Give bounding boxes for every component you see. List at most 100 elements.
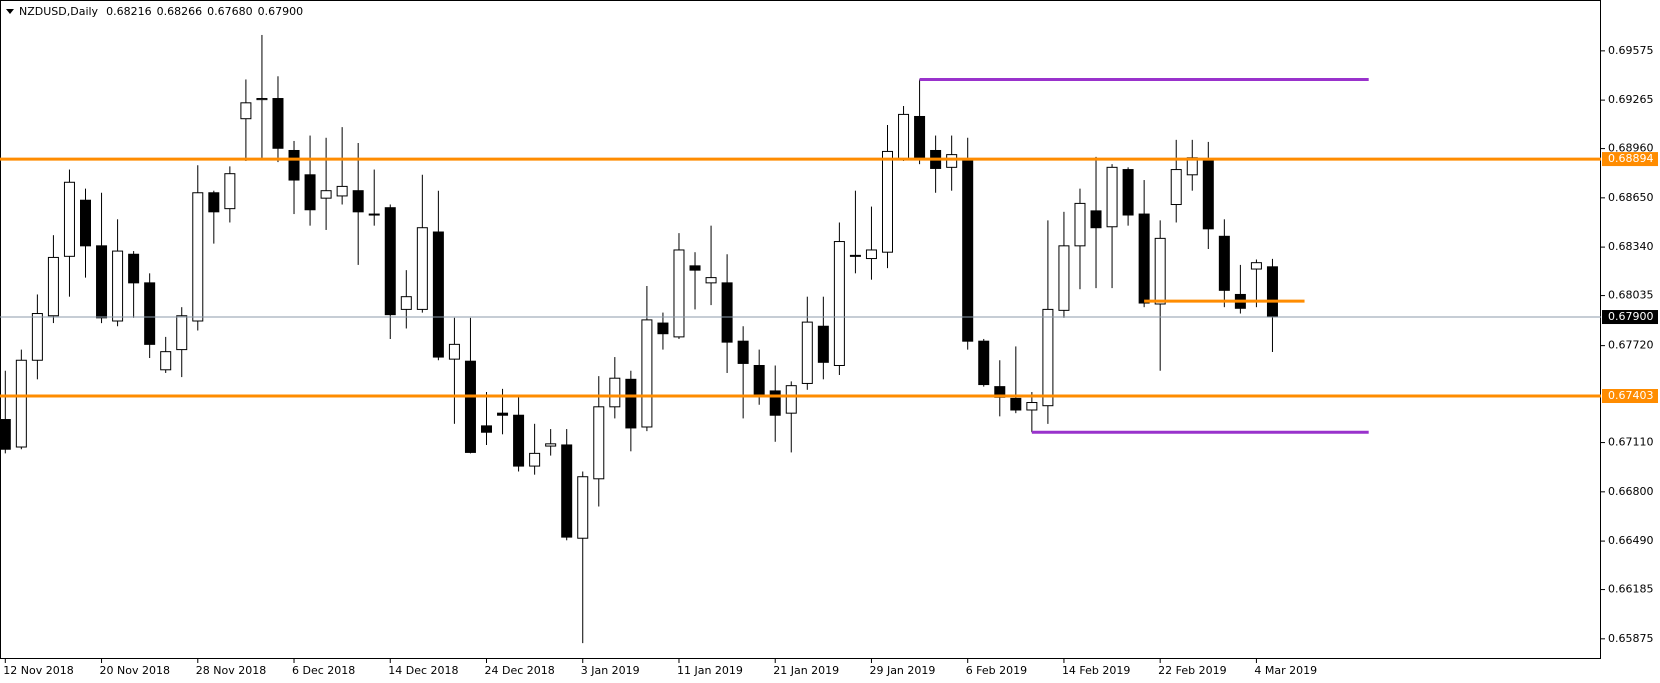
candle-body [513,414,525,467]
candle-body [336,185,348,197]
candle-body [0,419,11,450]
candle-body [529,452,541,467]
candle-body [865,249,877,260]
x-tick-label: 20 Nov 2018 [100,664,170,677]
y-tick-label: 0.66800 [1608,485,1654,498]
candle-body [705,277,717,284]
candle-body [1250,262,1262,270]
candle-body [801,321,813,384]
x-tick-label: 22 Feb 2019 [1158,664,1226,677]
candle-body [96,245,108,319]
candle-body [1154,237,1166,305]
x-tick-label: 11 Jan 2019 [677,664,743,677]
candle-body [400,296,412,310]
price-label: 0.67900 [1608,310,1654,323]
y-tick-label: 0.67720 [1608,339,1654,352]
candle-body [256,98,268,101]
candle-body [914,115,926,160]
menu-arrow [6,9,14,14]
candle-body [15,359,27,448]
candle-body [721,282,733,343]
candle-body [368,213,380,216]
candle-body [962,158,974,342]
x-tick-label: 28 Nov 2018 [196,664,266,677]
candle-body [63,181,75,257]
x-tick-label: 6 Dec 2018 [292,664,355,677]
candle-body [978,340,990,386]
price-label: 0.68894 [1608,152,1654,165]
x-tick-label: 4 Mar 2019 [1254,664,1317,677]
y-tick-label: 0.66185 [1608,583,1654,596]
candle-body [849,254,861,257]
x-tick-label: 12 Nov 2018 [3,664,73,677]
candle-body [320,190,332,199]
x-tick-label: 14 Feb 2019 [1062,664,1130,677]
candle-body [577,476,589,539]
quote-open: 0.68216 [106,5,152,18]
candle-body [769,390,781,416]
x-tick-label: 24 Dec 2018 [485,664,555,677]
candle-body [497,412,509,416]
candle-body [1266,266,1278,318]
candle-body [1202,160,1214,230]
symbol: NZDUSD,Daily [19,5,99,18]
candle-body [882,150,893,253]
y-tick-label: 0.68960 [1608,142,1654,155]
candle-body [144,282,156,345]
y-tick-label: 0.65875 [1608,632,1654,645]
candle-body [1122,169,1134,216]
candle-body [1138,213,1150,304]
candle-body [1090,210,1102,229]
price-label-box [1602,389,1658,404]
candle-body [481,425,492,433]
quote-high: 0.68266 [157,5,203,18]
candle-body [304,174,316,211]
x-tick-label: 3 Jan 2019 [581,664,640,677]
candle-body [288,149,300,181]
candle-body [47,256,59,317]
candle-body [1026,402,1038,411]
y-tick-label: 0.68650 [1608,191,1654,204]
y-tick-label: 0.69575 [1608,44,1654,57]
x-tick-label: 29 Jan 2019 [869,664,935,677]
y-tick-label: 0.69265 [1608,93,1654,106]
candle-body [1106,166,1118,228]
candle-body [753,364,765,395]
candle-body [689,265,701,271]
candle-body [112,250,124,322]
quote-close: 0.67900 [258,5,304,18]
candle-body [657,322,669,335]
price-label: 0.67403 [1608,389,1654,402]
candle-body [352,190,364,213]
candle-body [448,343,460,360]
candle-body [898,113,910,160]
candle-body [609,377,621,408]
candle-body [625,378,637,429]
candle-body [128,253,140,284]
candle-body [192,192,204,322]
candle-body [641,319,653,428]
y-tick-label: 0.66490 [1608,534,1654,547]
candle-body [561,444,573,538]
candle-body [673,249,685,338]
candle-body [1170,169,1182,206]
candle-body [946,154,958,168]
candle-body [545,443,557,447]
candle-body [432,231,444,358]
x-tick-label: 21 Jan 2019 [773,664,839,677]
x-tick-label: 6 Feb 2019 [966,664,1027,677]
chart-header: NZDUSD,Daily 0.68216 0.68266 0.67680 0.67900 [19,5,303,18]
candle-body [272,98,284,149]
candle-body [1042,308,1054,407]
y-tick-label: 0.68340 [1608,240,1654,253]
candle-body [31,313,43,361]
candle-body [833,241,845,366]
candle-body [737,340,749,364]
candle-body [224,173,236,210]
y-tick-label: 0.68035 [1608,289,1654,302]
candle-body [240,102,252,120]
candle-body [416,227,428,310]
price-label-box [1602,152,1658,167]
candle-body [384,207,396,316]
